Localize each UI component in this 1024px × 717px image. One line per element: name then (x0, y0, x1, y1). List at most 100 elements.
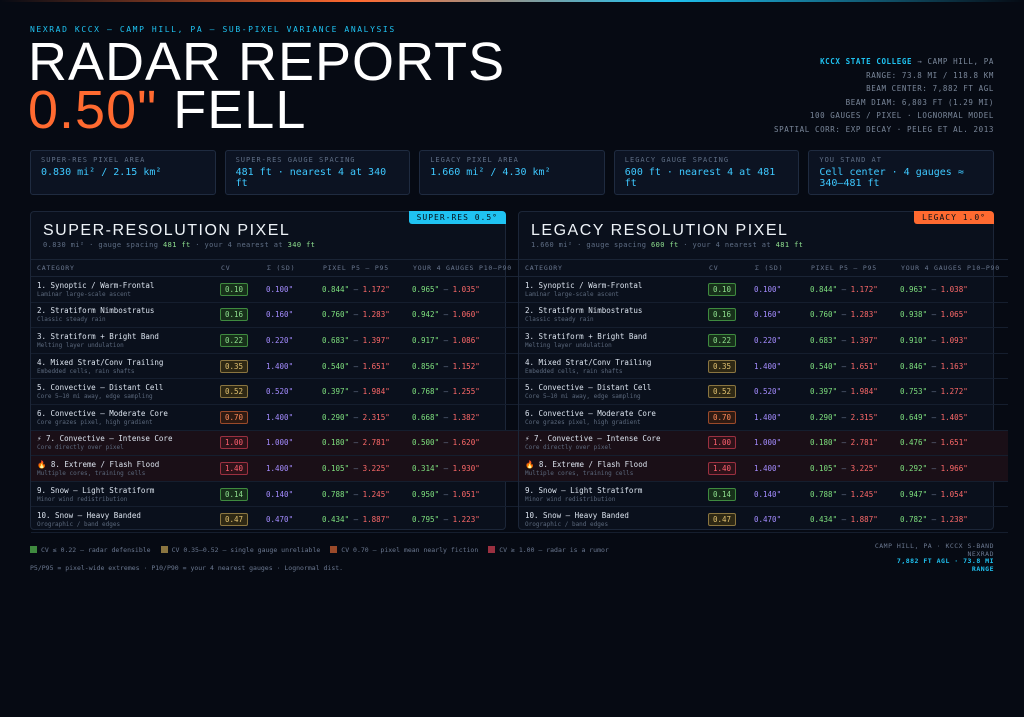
cv-cell: 0.14 (708, 481, 754, 508)
cv-cell: 1.40 (220, 455, 266, 482)
range-cell: 0.942" – 1.060" (412, 302, 520, 329)
category-name: 9. Snow — Light Stratiform (37, 485, 155, 495)
range-sep: – (841, 463, 847, 473)
column-header: YOUR 4 GAUGES P10—P90 (412, 259, 520, 277)
range-low: 0.540" (322, 361, 350, 371)
category-desc: Laminar large-scale ascent (37, 290, 131, 298)
category-cell: 1. Synoptic / Warm-Frontal Laminar large-… (31, 276, 220, 303)
cv-badge: 0.47 (220, 513, 249, 527)
range-low: 0.795" (412, 515, 440, 525)
category-desc: Core directly over pixel (525, 444, 612, 452)
stat-card: SUPER-RES GAUGE SPACING 481 ft · nearest … (224, 150, 411, 195)
nearest-distance: 340 ft (287, 241, 316, 249)
data-table: CATEGORY CV Σ (SD) PIXEL P5 — P95 YOUR 4 GAU… (519, 259, 1008, 533)
table-row: 1. Synoptic / Warm-Frontal Laminar large-… (519, 276, 1008, 303)
cv-cell: 1.40 (708, 455, 754, 482)
cv-badge: 0.14 (220, 487, 249, 501)
range-low: 0.434" (322, 515, 350, 525)
range-cell: 0.844" – 1.172" (322, 276, 412, 303)
title-amount: 0.50" (28, 80, 158, 140)
cv-badge: 0.10 (220, 282, 249, 296)
category-name: 10. Snow — Heavy Banded (525, 511, 629, 521)
sd-cell: 0.220" (266, 327, 322, 354)
table-row: 6. Convective — Moderate Core Core grazes… (31, 404, 520, 431)
category-desc: Multiple cores, training cells (37, 469, 146, 477)
table-row: 10. Snow — Heavy Banded Orographic / band… (31, 506, 520, 533)
range-low: 0.844" (322, 284, 350, 294)
range-high: 1.038" (940, 284, 968, 294)
category-name: ⚡ 7. Convective — Intense Core (525, 434, 661, 444)
cv-badge: 0.35 (220, 359, 249, 373)
category-cell: 2. Stratiform Nimbostratus Classic steady… (519, 302, 708, 329)
sd-cell: 1.000" (754, 430, 810, 457)
category-cell: 5. Convective — Distant Cell Core 5–10 mi… (31, 378, 220, 405)
range-high: 1.238" (940, 515, 968, 525)
range-low: 0.947" (900, 489, 928, 499)
range-high: 1.620" (452, 438, 480, 448)
column-header: CV (220, 259, 266, 277)
stat-label: SUPER-RES GAUGE SPACING (235, 156, 356, 164)
cv-cell: 0.35 (220, 353, 266, 380)
station-line: BEAM DIAM: 6,803 FT (1.29 MI) (845, 97, 994, 107)
range-low: 0.292" (900, 463, 928, 473)
category-name: 5. Convective — Distant Cell (525, 383, 652, 393)
range-sep: – (841, 335, 847, 345)
legend-item: CV 0.35–0.52 — single gauge unreliable (160, 546, 320, 554)
range-cell: 0.963" – 1.038" (900, 276, 1008, 303)
sd-cell: 0.140" (266, 481, 322, 508)
range-low: 0.910" (900, 335, 928, 345)
range-high: 1.051" (452, 489, 480, 499)
column-header: PIXEL P5 — P95 (322, 259, 412, 277)
range-sep: – (443, 412, 449, 422)
range-low: 0.760" (322, 310, 350, 320)
top-accent (0, 0, 1024, 2)
table-row: 9. Snow — Light Stratiform Minor wind red… (31, 481, 520, 508)
subtitle-text: · your 4 nearest at (683, 241, 771, 249)
range-sep: – (353, 387, 359, 397)
column-header: CATEGORY (31, 259, 220, 277)
range-cell: 0.768" – 1.255" (412, 378, 520, 405)
stat-card: SUPER-RES PIXEL AREA 0.830 mi² / 2.15 km² (30, 150, 216, 195)
title-line: RADAR REPORTS (28, 32, 506, 92)
range-sep: – (931, 361, 937, 371)
category-name: 1. Synoptic / Warm-Frontal (525, 280, 643, 290)
sd-cell: 0.100" (266, 276, 322, 303)
range-low: 0.844" (810, 284, 838, 294)
header-row: CATEGORY CV Σ (SD) PIXEL P5 — P95 YOUR 4 GAU… (31, 259, 520, 277)
panel-title: LEGACY RESOLUTION PIXEL (531, 222, 789, 239)
sd-value: 1.400" (754, 412, 782, 422)
range-sep: – (841, 284, 847, 294)
range-sep: – (353, 335, 359, 345)
range-sep: – (443, 284, 449, 294)
sd-value: 0.220" (754, 335, 782, 345)
range-cell: 0.856" – 1.152" (412, 353, 520, 380)
category-cell: ⚡ 7. Convective — Intense Core Core direc… (519, 430, 708, 457)
station-line: BEAM CENTER: 7,882 FT AGL (866, 84, 994, 93)
sd-value: 0.520" (754, 387, 782, 397)
range-low: 0.476" (900, 438, 928, 448)
cv-badge: 0.35 (708, 359, 737, 373)
range-sep: – (931, 310, 937, 320)
table-row: 5. Convective — Distant Cell Core 5–10 mi… (31, 378, 520, 405)
category-desc: Minor wind redistribution (37, 495, 128, 503)
category-cell: 4. Mixed Strat/Conv Trailing Embedded cel… (519, 353, 708, 380)
range-high: 1.397" (850, 335, 878, 345)
category-name: 2. Stratiform Nimbostratus (525, 306, 643, 316)
panel: LEGACY RESOLUTION PIXEL LEGACY 1.0° 1.660 … (518, 211, 1008, 533)
range-cell: 0.782" – 1.238" (900, 506, 1008, 533)
sd-cell: 0.160" (266, 302, 322, 329)
legend-swatch (160, 546, 168, 553)
category-cell: 3. Stratiform + Bright Band Melting layer… (519, 327, 708, 354)
subtitle-text: 0.830 mi² · gauge spacing (43, 241, 159, 249)
range-cell: 0.180" – 2.781" (810, 430, 900, 457)
range-cell: 0.476" – 1.651" (900, 430, 1008, 457)
category-cell: 2. Stratiform Nimbostratus Classic steady… (31, 302, 220, 329)
stat-label: LEGACY GAUGE SPACING (624, 156, 730, 164)
range-cell: 0.434" – 1.887" (322, 506, 412, 533)
category-cell: 🔥 8. Extreme / Flash Flood Multiple cores… (31, 455, 220, 482)
category-name: 4. Mixed Strat/Conv Trailing (37, 357, 164, 367)
range-cell: 0.540" – 1.651" (322, 353, 412, 380)
sd-value: 0.100" (754, 284, 782, 294)
range-sep: – (931, 412, 937, 422)
category-cell: 3. Stratiform + Bright Band Melting layer… (31, 327, 220, 354)
